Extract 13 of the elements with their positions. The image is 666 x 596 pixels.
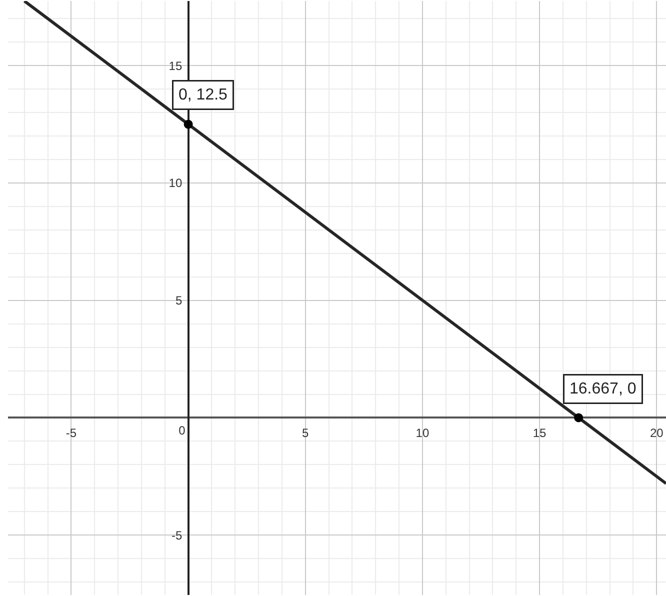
annotation: 0, 12.5 xyxy=(178,86,228,104)
y-tick-label: 5 xyxy=(175,294,182,308)
line-series xyxy=(22,1,666,485)
y-tick-label: 10 xyxy=(168,176,182,190)
x-tick-label: 10 xyxy=(416,426,430,440)
x-tick-label: 15 xyxy=(532,426,547,440)
x-tick-label: 0 xyxy=(178,424,186,438)
y-tick-label: 15 xyxy=(168,58,182,73)
x-tick-label: 5 xyxy=(302,426,310,440)
x-tick-label: -5 xyxy=(66,426,77,440)
x-tick-label: 20 xyxy=(650,426,664,440)
annotation: 16.667, 0 xyxy=(570,380,636,398)
y-tick-label: -5 xyxy=(171,528,182,542)
